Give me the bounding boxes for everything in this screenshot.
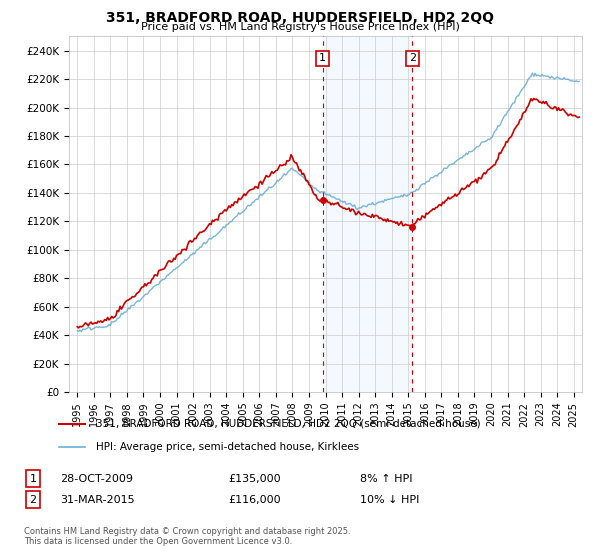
Text: Contains HM Land Registry data © Crown copyright and database right 2025.
This d: Contains HM Land Registry data © Crown c…	[24, 527, 350, 546]
Bar	[323, 36, 412, 392]
Text: 31-MAR-2015: 31-MAR-2015	[60, 494, 134, 505]
Text: 2: 2	[409, 53, 416, 63]
Text: 8% ↑ HPI: 8% ↑ HPI	[360, 474, 413, 484]
Text: 351, BRADFORD ROAD, HUDDERSFIELD, HD2 2QQ: 351, BRADFORD ROAD, HUDDERSFIELD, HD2 2Q…	[106, 11, 494, 25]
Text: 28-OCT-2009: 28-OCT-2009	[60, 474, 133, 484]
Text: £135,000: £135,000	[228, 474, 281, 484]
Text: 2: 2	[29, 494, 37, 505]
Text: HPI: Average price, semi-detached house, Kirklees: HPI: Average price, semi-detached house,…	[95, 442, 359, 452]
Text: £116,000: £116,000	[228, 494, 281, 505]
Text: 10% ↓ HPI: 10% ↓ HPI	[360, 494, 419, 505]
Text: Price paid vs. HM Land Registry's House Price Index (HPI): Price paid vs. HM Land Registry's House …	[140, 22, 460, 32]
Text: 1: 1	[29, 474, 37, 484]
Text: 351, BRADFORD ROAD, HUDDERSFIELD, HD2 2QQ (semi-detached house): 351, BRADFORD ROAD, HUDDERSFIELD, HD2 2Q…	[95, 419, 480, 429]
Text: 1: 1	[319, 53, 326, 63]
